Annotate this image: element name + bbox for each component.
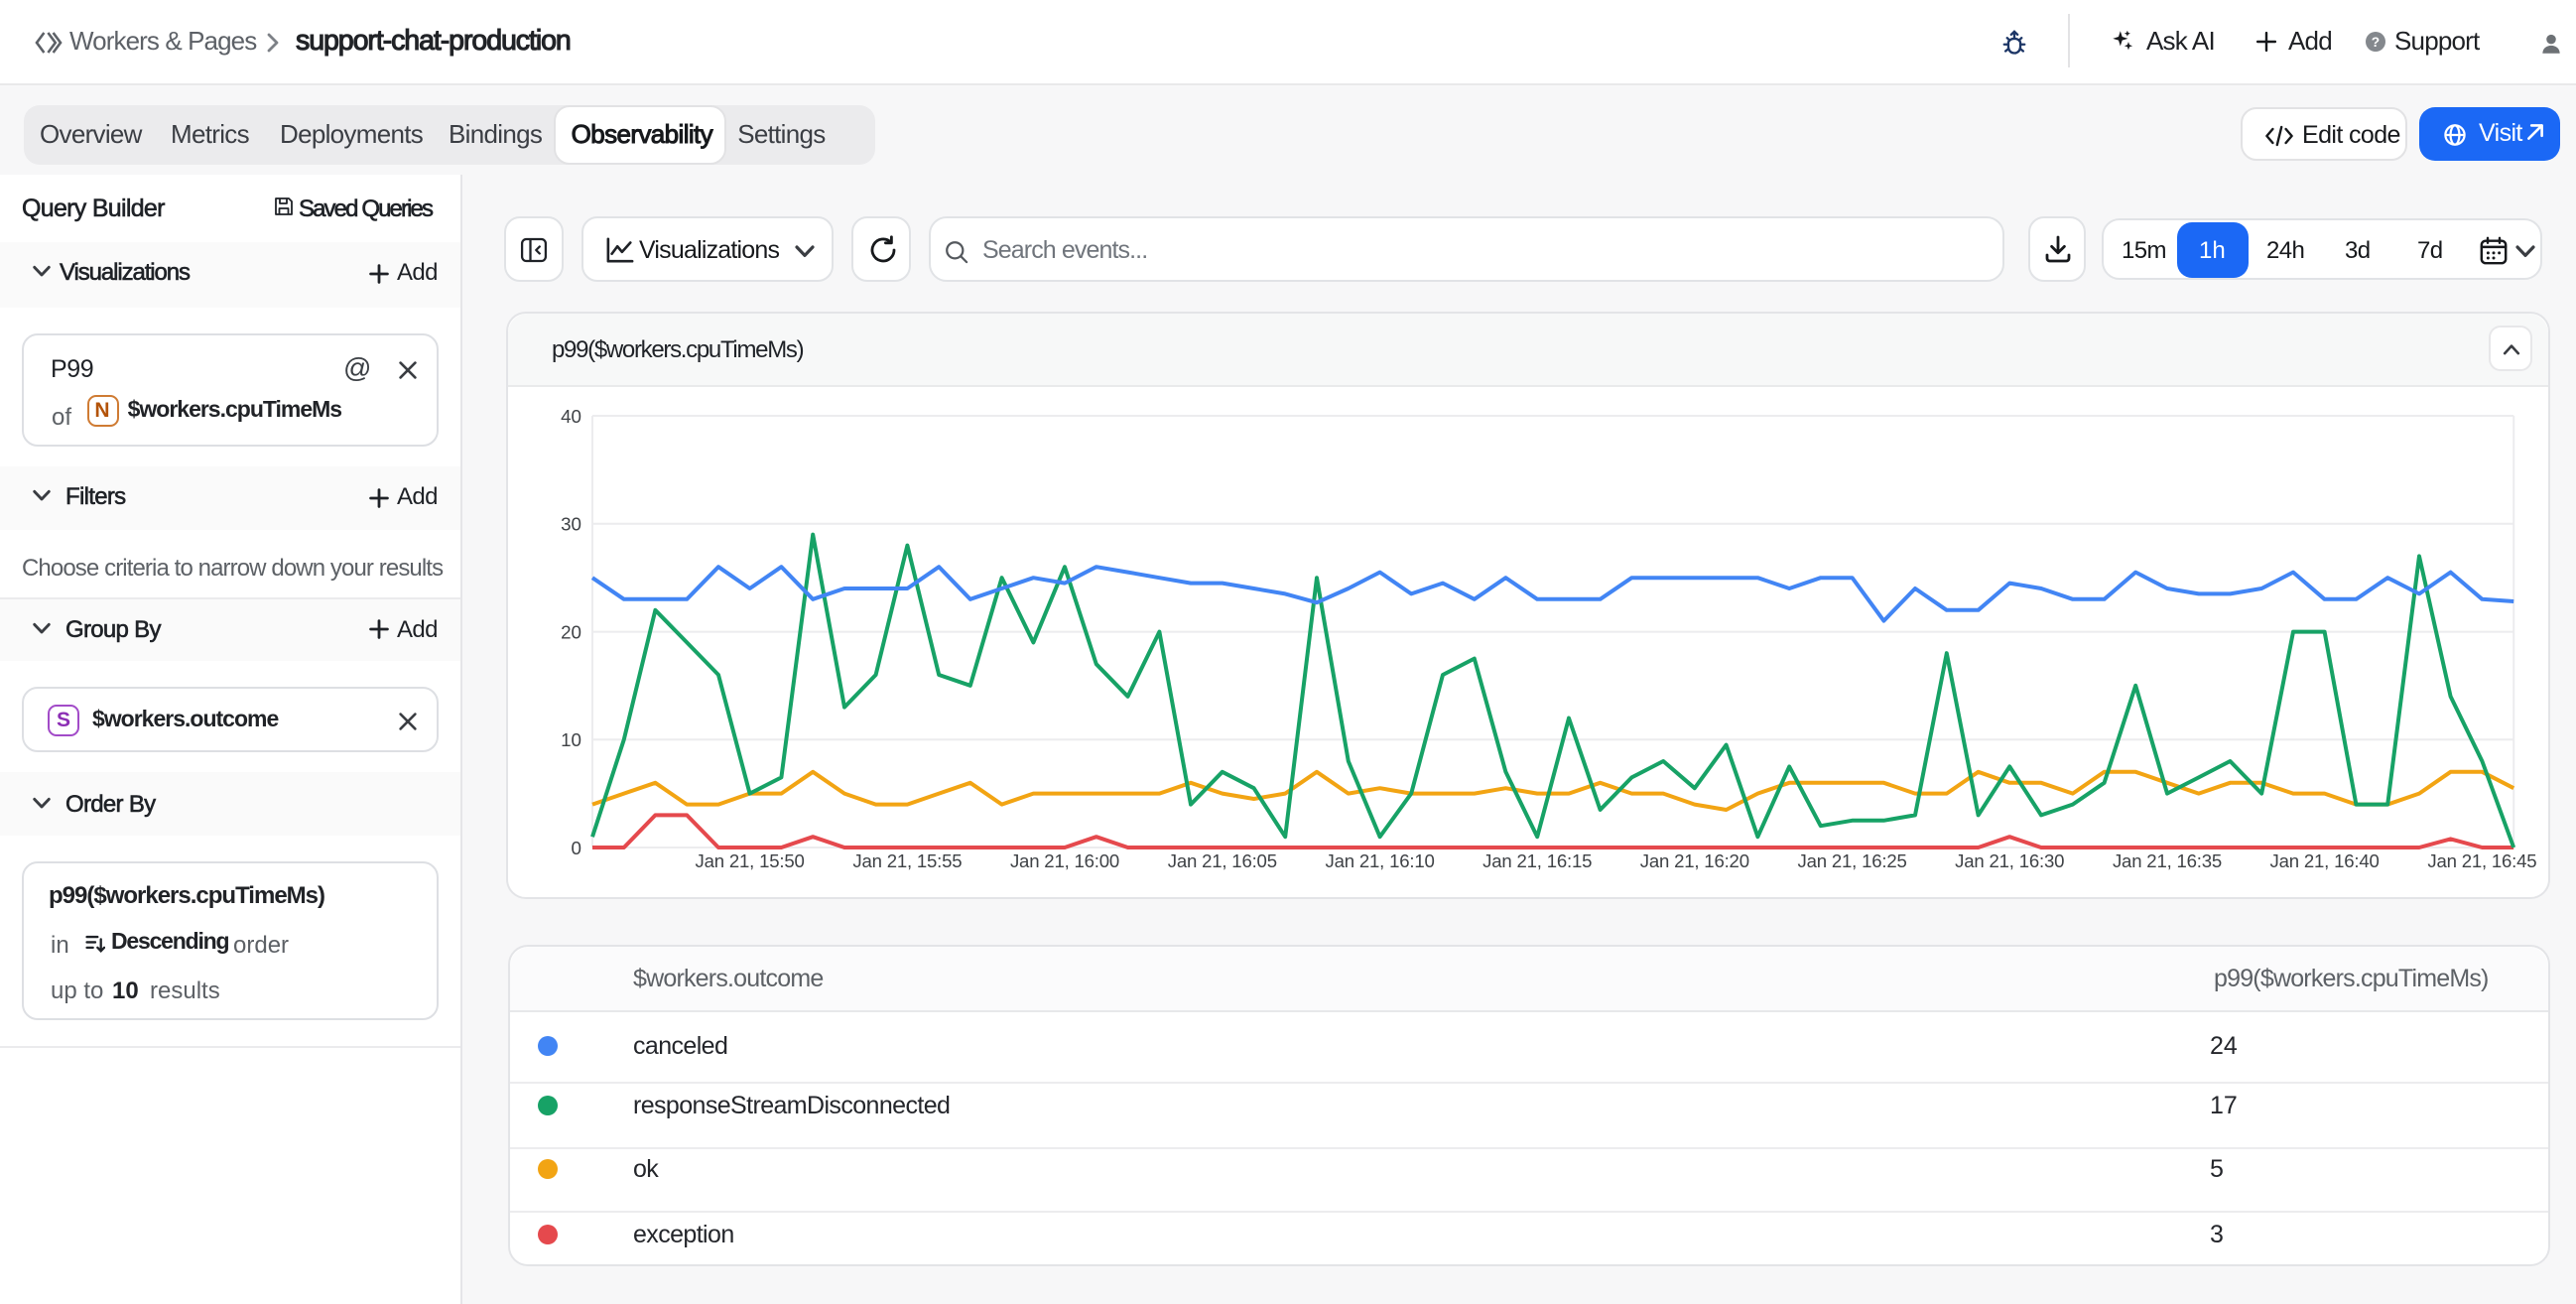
svg-text:Jan 21, 16:25: Jan 21, 16:25 [1797, 850, 1906, 871]
svg-text:Jan 21, 16:15: Jan 21, 16:15 [1481, 850, 1591, 871]
svg-text:30: 30 [560, 514, 580, 535]
svg-text:Jan 21, 15:55: Jan 21, 15:55 [851, 850, 961, 871]
svg-text:Jan 21, 15:50: Jan 21, 15:50 [695, 850, 804, 871]
svg-text:?: ? [2372, 35, 2380, 50]
svg-text:Jan 21, 16:35: Jan 21, 16:35 [2112, 850, 2221, 871]
svg-text:Jan 21, 16:30: Jan 21, 16:30 [1954, 850, 2063, 871]
svg-text:Jan 21, 16:00: Jan 21, 16:00 [1009, 850, 1118, 871]
svg-text:Jan 21, 16:20: Jan 21, 16:20 [1639, 850, 1748, 871]
svg-text:Jan 21, 16:10: Jan 21, 16:10 [1325, 850, 1434, 871]
svg-text:40: 40 [560, 406, 580, 427]
svg-text:Jan 21, 16:05: Jan 21, 16:05 [1167, 850, 1276, 871]
svg-text:0: 0 [571, 838, 580, 858]
svg-text:10: 10 [560, 729, 580, 750]
svg-text:Jan 21, 16:45: Jan 21, 16:45 [2426, 850, 2535, 871]
svg-text:20: 20 [560, 621, 580, 642]
svg-text:Jan 21, 16:40: Jan 21, 16:40 [2269, 850, 2379, 871]
